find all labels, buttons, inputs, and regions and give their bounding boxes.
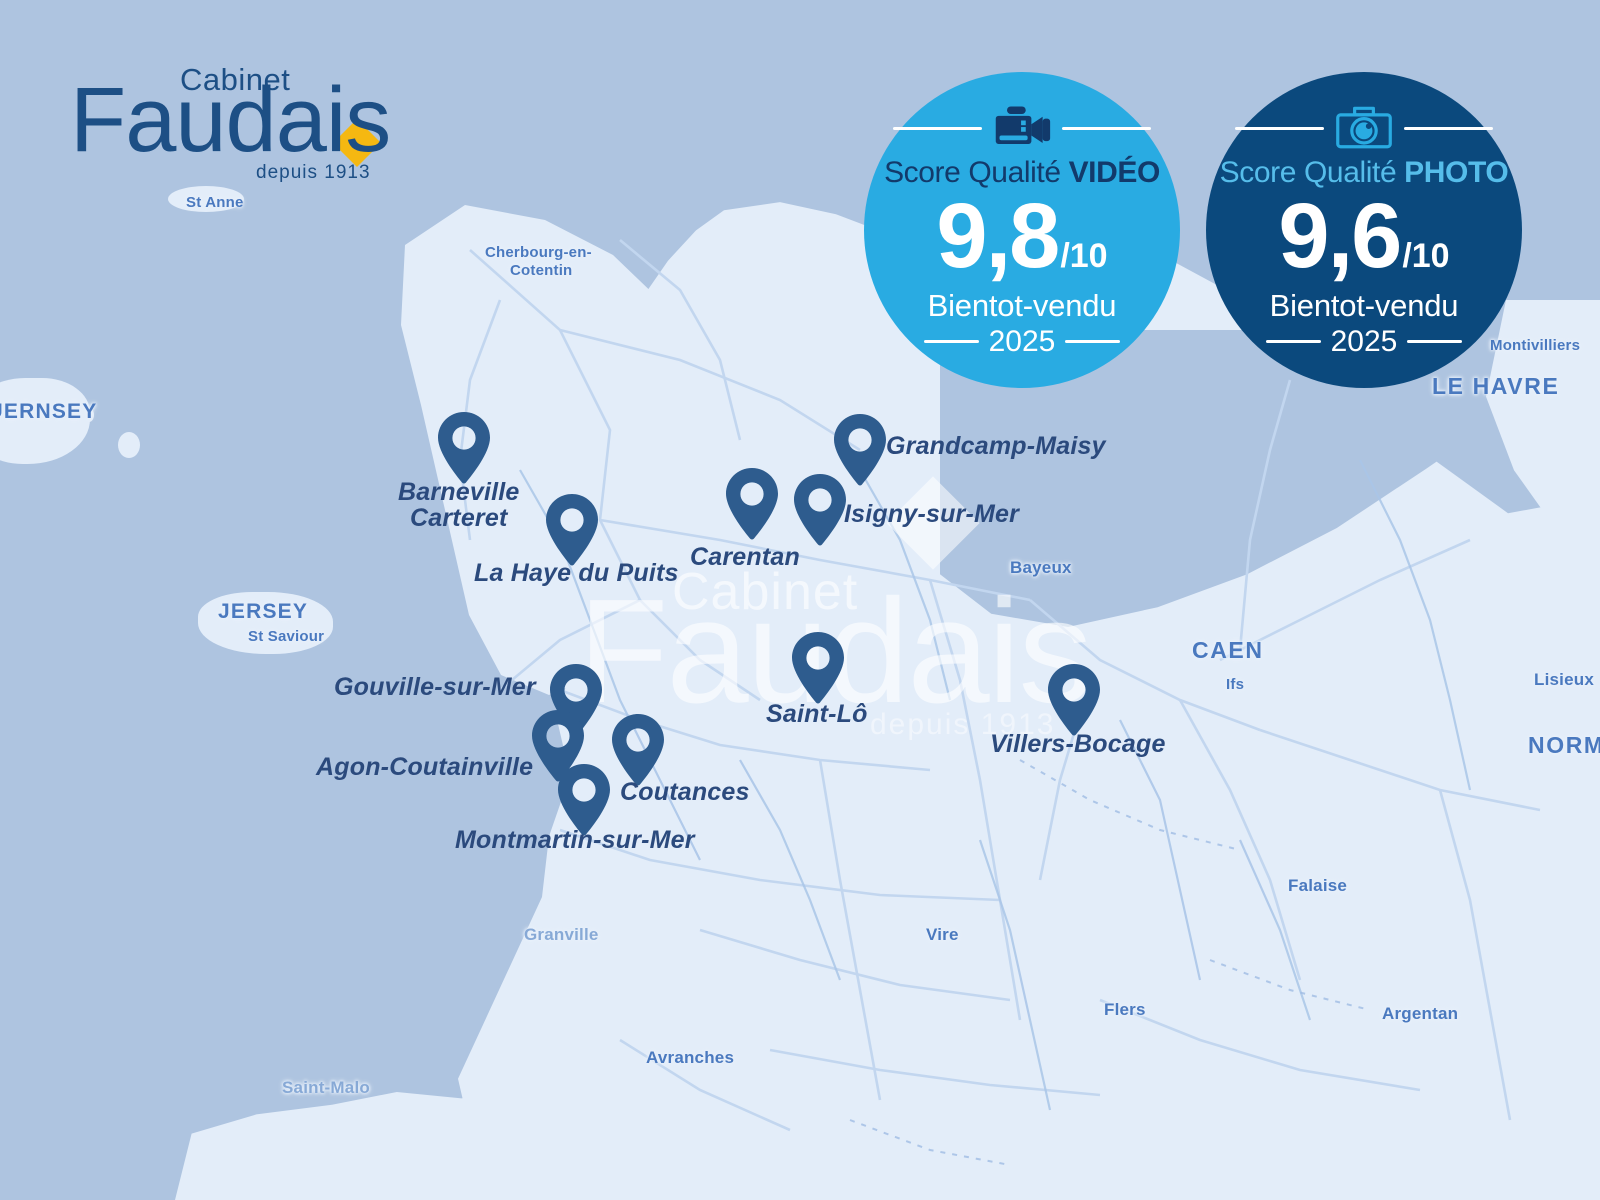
map-pin-label-coutances: Coutances xyxy=(620,778,750,806)
place-label-cherbourg-line1: Cherbourg-en- xyxy=(485,244,592,261)
map-pin-barneville-carteret[interactable] xyxy=(434,410,494,488)
badge-photo-score-value: 9,6 xyxy=(1278,185,1402,287)
badge-video-rule-left xyxy=(893,126,982,130)
badge-photo-year-rule-left xyxy=(1266,340,1321,344)
place-label-falaise: Falaise xyxy=(1288,876,1348,895)
badge-photo-score: 9,6 /10 xyxy=(1278,185,1450,287)
place-label-le-havre: LE HAVRE xyxy=(1432,373,1560,399)
map-pin-label-carentan: Carentan xyxy=(690,543,800,571)
map-pin-label-isigny-sur-mer: Isigny-sur-Mer xyxy=(844,500,1020,528)
badge-video-rule-right xyxy=(1062,126,1151,130)
badge-video-year-rule-left xyxy=(924,340,979,344)
badge-video-score-value: 9,8 xyxy=(936,185,1060,287)
map-pin-label-agon-coutainville: Agon-Coutainville xyxy=(316,753,534,781)
map-pin-coutances[interactable] xyxy=(608,712,668,790)
place-label-bayeux: Bayeux xyxy=(1010,558,1072,577)
badge-photo-rule-right xyxy=(1404,126,1493,130)
place-label-ifs: Ifs xyxy=(1226,676,1245,693)
map-pin-montmartin-sur-mer[interactable] xyxy=(554,762,614,840)
map-pin-villers-bocage[interactable] xyxy=(1044,662,1104,740)
logo-since-text: depuis 1913 xyxy=(256,162,371,183)
badge-video-year-rule-right xyxy=(1065,340,1120,344)
map-pin-label-gouville-sur-mer: Gouville-sur-Mer xyxy=(334,673,536,701)
map-pin-label-grandcamp-maisy: Grandcamp-Maisy xyxy=(886,432,1106,460)
map-pin-label-barneville-carteret: Barneville Carteret xyxy=(398,479,520,532)
map-pin-agon-coutainville[interactable] xyxy=(528,708,588,786)
place-label-vire: Vire xyxy=(926,925,959,944)
map-pin-la-haye-du-puits[interactable] xyxy=(542,492,602,570)
place-label-jersey: JERSEY xyxy=(218,600,309,623)
map-pin-isigny-sur-mer[interactable] xyxy=(790,472,850,550)
logo-name-text: Faudais xyxy=(70,69,391,171)
badge-video-title: Score Qualité VIDÉO xyxy=(884,156,1160,190)
badge-video-score: 9,8 /10 xyxy=(936,185,1108,287)
badge-video-year: 2025 xyxy=(988,324,1056,358)
place-label-flers: Flers xyxy=(1104,1000,1146,1019)
badge-photo-title-strong: PHOTO xyxy=(1404,156,1509,189)
brand-logo[interactable]: Cabinet Faudais depuis 1913 xyxy=(70,62,400,192)
badge-video-score-denominator: /10 xyxy=(1060,237,1108,275)
map-pin-label-villers-bocage: Villers-Bocage xyxy=(990,730,1166,758)
badge-video-title-strong: VIDÉO xyxy=(1068,156,1161,189)
map-pin-label-montmartin-sur-mer: Montmartin-sur-Mer xyxy=(455,826,695,854)
island-jersey xyxy=(198,592,333,654)
place-label-argentan: Argentan xyxy=(1382,1004,1459,1023)
place-label-st-anne: St Anne xyxy=(186,194,244,211)
photo-camera-icon xyxy=(1336,106,1392,149)
map-pin-grandcamp-maisy[interactable] xyxy=(830,412,890,490)
island-st-anne xyxy=(168,186,244,212)
island-sark xyxy=(118,432,140,458)
badge-photo-score-denominator: /10 xyxy=(1402,237,1450,275)
place-label-avranches: Avranches xyxy=(646,1048,735,1067)
badge-photo-year: 2025 xyxy=(1330,324,1398,358)
label-line-2: Carteret xyxy=(410,504,508,533)
quality-badge-photo[interactable]: Score Qualité PHOTO 9,6 /10 Bientot-vend… xyxy=(1206,72,1522,388)
badge-photo-title: Score Qualité PHOTO xyxy=(1220,156,1509,190)
label-line-1: Barneville xyxy=(398,478,520,506)
badge-photo-year-rule-right xyxy=(1407,340,1462,344)
map-pin-label-la-haye-du-puits: La Haye du Puits xyxy=(474,559,679,587)
quality-badge-video[interactable]: Score Qualité VIDÉO 9,8 /10 Bientot-vend… xyxy=(864,72,1180,388)
badge-photo-year-row: 2025 xyxy=(1266,325,1462,359)
badge-photo-title-prefix: Score Qualité xyxy=(1219,156,1405,189)
badge-photo-subtitle: Bientot-vendu xyxy=(1269,287,1459,323)
badge-video-title-prefix: Score Qualité xyxy=(884,156,1069,189)
map-pin-saint-lo[interactable] xyxy=(788,630,848,708)
place-label-saint-malo: Saint-Malo xyxy=(282,1078,370,1097)
place-label-guernsey: GUERNSEY xyxy=(0,400,98,423)
map-pin-label-saint-lo: Saint-Lô xyxy=(766,700,868,728)
logo-cabinet-text: Cabinet xyxy=(180,62,291,97)
map-pin-carentan[interactable] xyxy=(722,466,782,544)
badge-video-subtitle: Bientot-vendu xyxy=(927,287,1117,323)
video-camera-icon xyxy=(995,106,1051,144)
island-herm xyxy=(84,408,94,422)
place-label-caen: CAEN xyxy=(1192,637,1264,663)
place-label-st-saviour: St Saviour xyxy=(248,628,325,645)
place-label-montivilliers: Montivilliers xyxy=(1490,337,1581,354)
badge-photo-rule-left xyxy=(1235,126,1324,130)
badge-video-icon-row xyxy=(893,106,1151,150)
place-label-lisieux: Lisieux xyxy=(1534,670,1594,689)
badge-video-year-row: 2025 xyxy=(924,325,1120,359)
badge-photo-icon-row xyxy=(1235,106,1493,150)
place-label-granville: Granville xyxy=(524,925,599,944)
place-label-cherbourg-line2: Cotentin xyxy=(510,262,573,279)
place-label-normandie: NORMANDIE xyxy=(1528,732,1600,758)
